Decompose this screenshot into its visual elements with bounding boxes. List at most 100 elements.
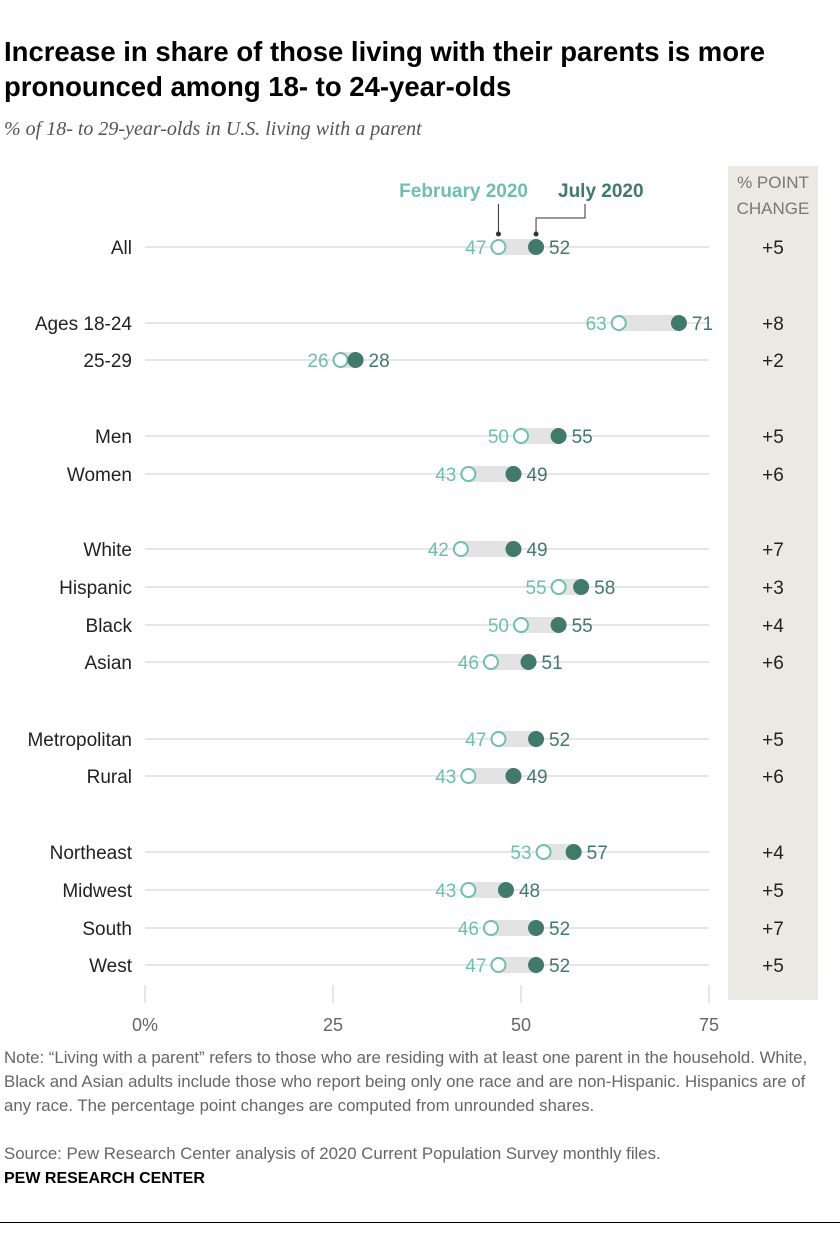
change-column-header: % POINT [737, 173, 809, 192]
change-value: +5 [762, 730, 784, 751]
jul-2020-point [670, 315, 687, 331]
jul-2020-value-label: 52 [549, 919, 570, 940]
jul-2020-value-label: 57 [587, 843, 608, 864]
feb-2020-value-label: 47 [465, 956, 486, 977]
change-column-header: CHANGE [737, 199, 810, 218]
legend-leader-dot [533, 231, 539, 237]
legend-leader-line [535, 204, 586, 234]
change-value: +8 [762, 314, 784, 335]
feb-2020-value-label: 43 [435, 465, 456, 486]
feb-2020-value-label: 26 [307, 351, 328, 372]
range-bar [468, 882, 506, 898]
jul-2020-value-label: 52 [549, 956, 570, 977]
bottom-rule [0, 1222, 840, 1223]
range-bar [543, 844, 574, 860]
row-label: Northeast [50, 843, 133, 864]
change-value: +4 [762, 843, 784, 864]
feb-2020-value-label: 43 [435, 881, 456, 902]
jul-2020-point [565, 844, 582, 860]
feb-2020-point [490, 957, 507, 973]
row-label: Hispanic [59, 578, 132, 599]
row-label: Black [86, 616, 133, 637]
feb-2020-value-label: 46 [458, 919, 479, 940]
change-value: +5 [762, 238, 784, 259]
change-value: +4 [762, 616, 784, 637]
change-value: +6 [762, 767, 784, 788]
range-bar [521, 617, 559, 633]
range-bar [468, 768, 514, 784]
legend-february-2020: February 2020 [399, 181, 528, 202]
jul-2020-point [505, 768, 522, 784]
jul-2020-point [528, 239, 545, 255]
x-tick-label: 0% [132, 1015, 158, 1035]
row-label: Ages 18-24 [35, 314, 133, 335]
range-bar [498, 731, 537, 747]
jul-2020-point [505, 466, 522, 482]
row-label: Men [95, 427, 132, 448]
chart-title: Increase in share of those living with t… [4, 36, 766, 102]
change-value: +6 [762, 465, 784, 486]
feb-2020-point [452, 541, 469, 557]
feb-2020-point [550, 579, 567, 595]
feb-2020-point [490, 731, 507, 747]
range-bar [498, 239, 537, 255]
dot-plot: % POINT CHANGE 0% 25 50 75 All 47 52 +5 Ages 18-24… [27, 166, 818, 1035]
feb-2020-value-label: 42 [428, 540, 449, 561]
feb-2020-point [482, 654, 499, 670]
jul-2020-point [528, 957, 545, 973]
legend-july-2020: July 2020 [558, 181, 644, 202]
feb-2020-value-label: 63 [586, 314, 607, 335]
row-label: Asian [84, 653, 132, 674]
x-tick-label: 50 [511, 1015, 531, 1035]
feb-2020-point [332, 352, 349, 368]
jul-2020-value-label: 52 [549, 730, 570, 751]
row-label: White [83, 540, 132, 561]
jul-2020-value-label: 49 [526, 540, 547, 561]
feb-2020-value-label: 47 [465, 730, 486, 751]
feb-2020-point [513, 617, 529, 633]
range-bar [460, 541, 514, 557]
range-bar [490, 654, 529, 670]
jul-2020-point [520, 654, 537, 670]
feb-2020-point [482, 920, 499, 936]
feb-2020-point [460, 466, 477, 482]
row-label: West [89, 956, 133, 977]
jul-2020-point [528, 920, 545, 936]
change-value: +5 [762, 881, 784, 902]
chart-note: Note: “Living with a parent” refers to t… [4, 1048, 808, 1115]
feb-2020-value-label: 47 [465, 238, 486, 259]
row-label: Midwest [62, 881, 132, 902]
row-label: Women [67, 465, 132, 486]
jul-2020-point [497, 882, 514, 898]
feb-2020-point [535, 844, 552, 860]
feb-2020-value-label: 43 [435, 767, 456, 788]
jul-2020-value-label: 71 [692, 314, 713, 335]
x-tick-label: 75 [699, 1015, 719, 1035]
change-column-background [728, 166, 818, 1000]
chart-subtitle: % of 18- to 29-year-olds in U.S. living … [4, 118, 422, 140]
feb-2020-value-label: 50 [488, 427, 509, 448]
range-bar [468, 466, 514, 482]
change-value: +6 [762, 653, 784, 674]
chart-source: Source: Pew Research Center analysis of … [4, 1144, 661, 1163]
jul-2020-value-label: 48 [519, 881, 540, 902]
feb-2020-point [460, 768, 477, 784]
change-value: +5 [762, 427, 784, 448]
feb-2020-value-label: 50 [488, 616, 509, 637]
feb-2020-point [460, 882, 477, 898]
range-bar [498, 957, 537, 973]
row-label: 25-29 [83, 351, 132, 372]
change-value: +5 [762, 956, 784, 977]
jul-2020-value-label: 55 [572, 427, 593, 448]
jul-2020-value-label: 49 [526, 465, 547, 486]
range-bar [490, 920, 537, 936]
brand-logo-text: PEW RESEARCH CENTER [4, 1170, 205, 1187]
change-value: +2 [762, 351, 784, 372]
range-bar [521, 428, 559, 444]
row-label: Rural [87, 767, 132, 788]
range-bar [618, 315, 679, 331]
change-value: +7 [762, 919, 784, 940]
change-value: +3 [762, 578, 784, 599]
jul-2020-point [505, 541, 522, 557]
